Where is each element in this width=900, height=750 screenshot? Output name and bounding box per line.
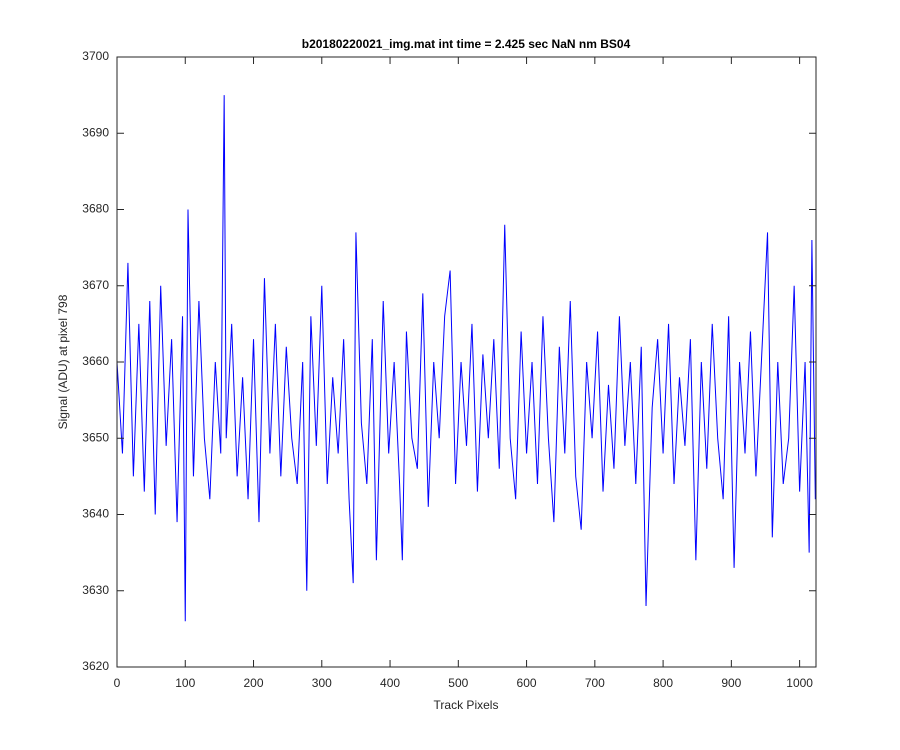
x-tick-label: 1000 xyxy=(786,676,813,690)
y-tick-label: 3670 xyxy=(82,278,109,292)
y-tick-label: 3650 xyxy=(82,430,109,444)
x-tick-label: 800 xyxy=(653,676,673,690)
x-tick-label: 700 xyxy=(585,676,605,690)
y-tick-label: 3630 xyxy=(82,583,109,597)
x-tick-label: 0 xyxy=(114,676,121,690)
x-axis-label: Track Pixels xyxy=(434,698,499,712)
x-tick-label: 400 xyxy=(380,676,400,690)
x-tick-label: 100 xyxy=(175,676,195,690)
y-tick-label: 3700 xyxy=(82,49,109,63)
x-tick-label: 900 xyxy=(721,676,741,690)
y-tick-label: 3680 xyxy=(82,202,109,216)
chart-title: b20180220021_img.mat int time = 2.425 se… xyxy=(302,37,631,51)
y-tick-label: 3660 xyxy=(82,354,109,368)
y-tick-label: 3620 xyxy=(82,659,109,673)
x-tick-label: 600 xyxy=(517,676,537,690)
y-axis-label: Signal (ADU) at pixel 798 xyxy=(56,294,70,429)
x-tick-label: 300 xyxy=(312,676,332,690)
data-line xyxy=(116,95,816,622)
x-tick-label: 500 xyxy=(448,676,468,690)
y-tick-label: 3690 xyxy=(82,125,109,139)
x-tick-label: 200 xyxy=(244,676,264,690)
y-tick-label: 3640 xyxy=(82,507,109,521)
